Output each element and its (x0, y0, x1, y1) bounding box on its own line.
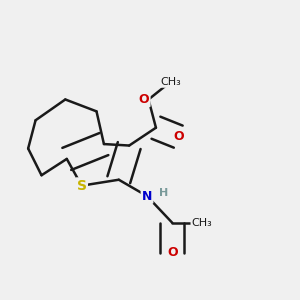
Text: H: H (159, 188, 168, 198)
Text: O: O (167, 246, 178, 259)
Text: O: O (139, 93, 149, 106)
Text: O: O (173, 130, 184, 143)
Text: CH₃: CH₃ (192, 218, 212, 228)
Text: N: N (142, 190, 152, 202)
Text: CH₃: CH₃ (160, 76, 181, 87)
Text: S: S (76, 179, 87, 193)
